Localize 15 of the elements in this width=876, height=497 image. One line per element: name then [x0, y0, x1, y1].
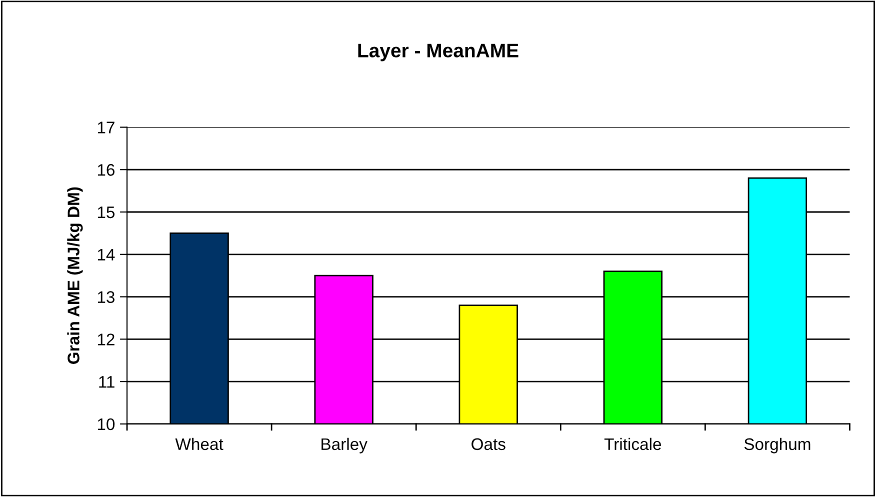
y-tick-label: 11 [99, 376, 114, 388]
chart-title: Layer - MeanAME [358, 44, 518, 62]
y-tick-label: 16 [98, 164, 114, 176]
y-tick-label: 10 [98, 418, 115, 430]
x-tick-label: Wheat [175, 438, 224, 450]
y-axis-title: Grain AME (MJ/kg DM) [67, 187, 83, 364]
y-tick-label: 12 [98, 334, 114, 346]
y-tick-label: 13 [98, 291, 114, 303]
x-tick-label: Oats [472, 438, 506, 450]
y-tick-label: 17 [98, 122, 114, 134]
x-tick-label: Barley [322, 438, 368, 454]
y-tick-label: 14 [98, 248, 115, 260]
x-tick-label: Sorghum [744, 438, 810, 454]
y-tick-label: 15 [98, 206, 115, 218]
x-tick-label: Triticale [604, 438, 662, 450]
